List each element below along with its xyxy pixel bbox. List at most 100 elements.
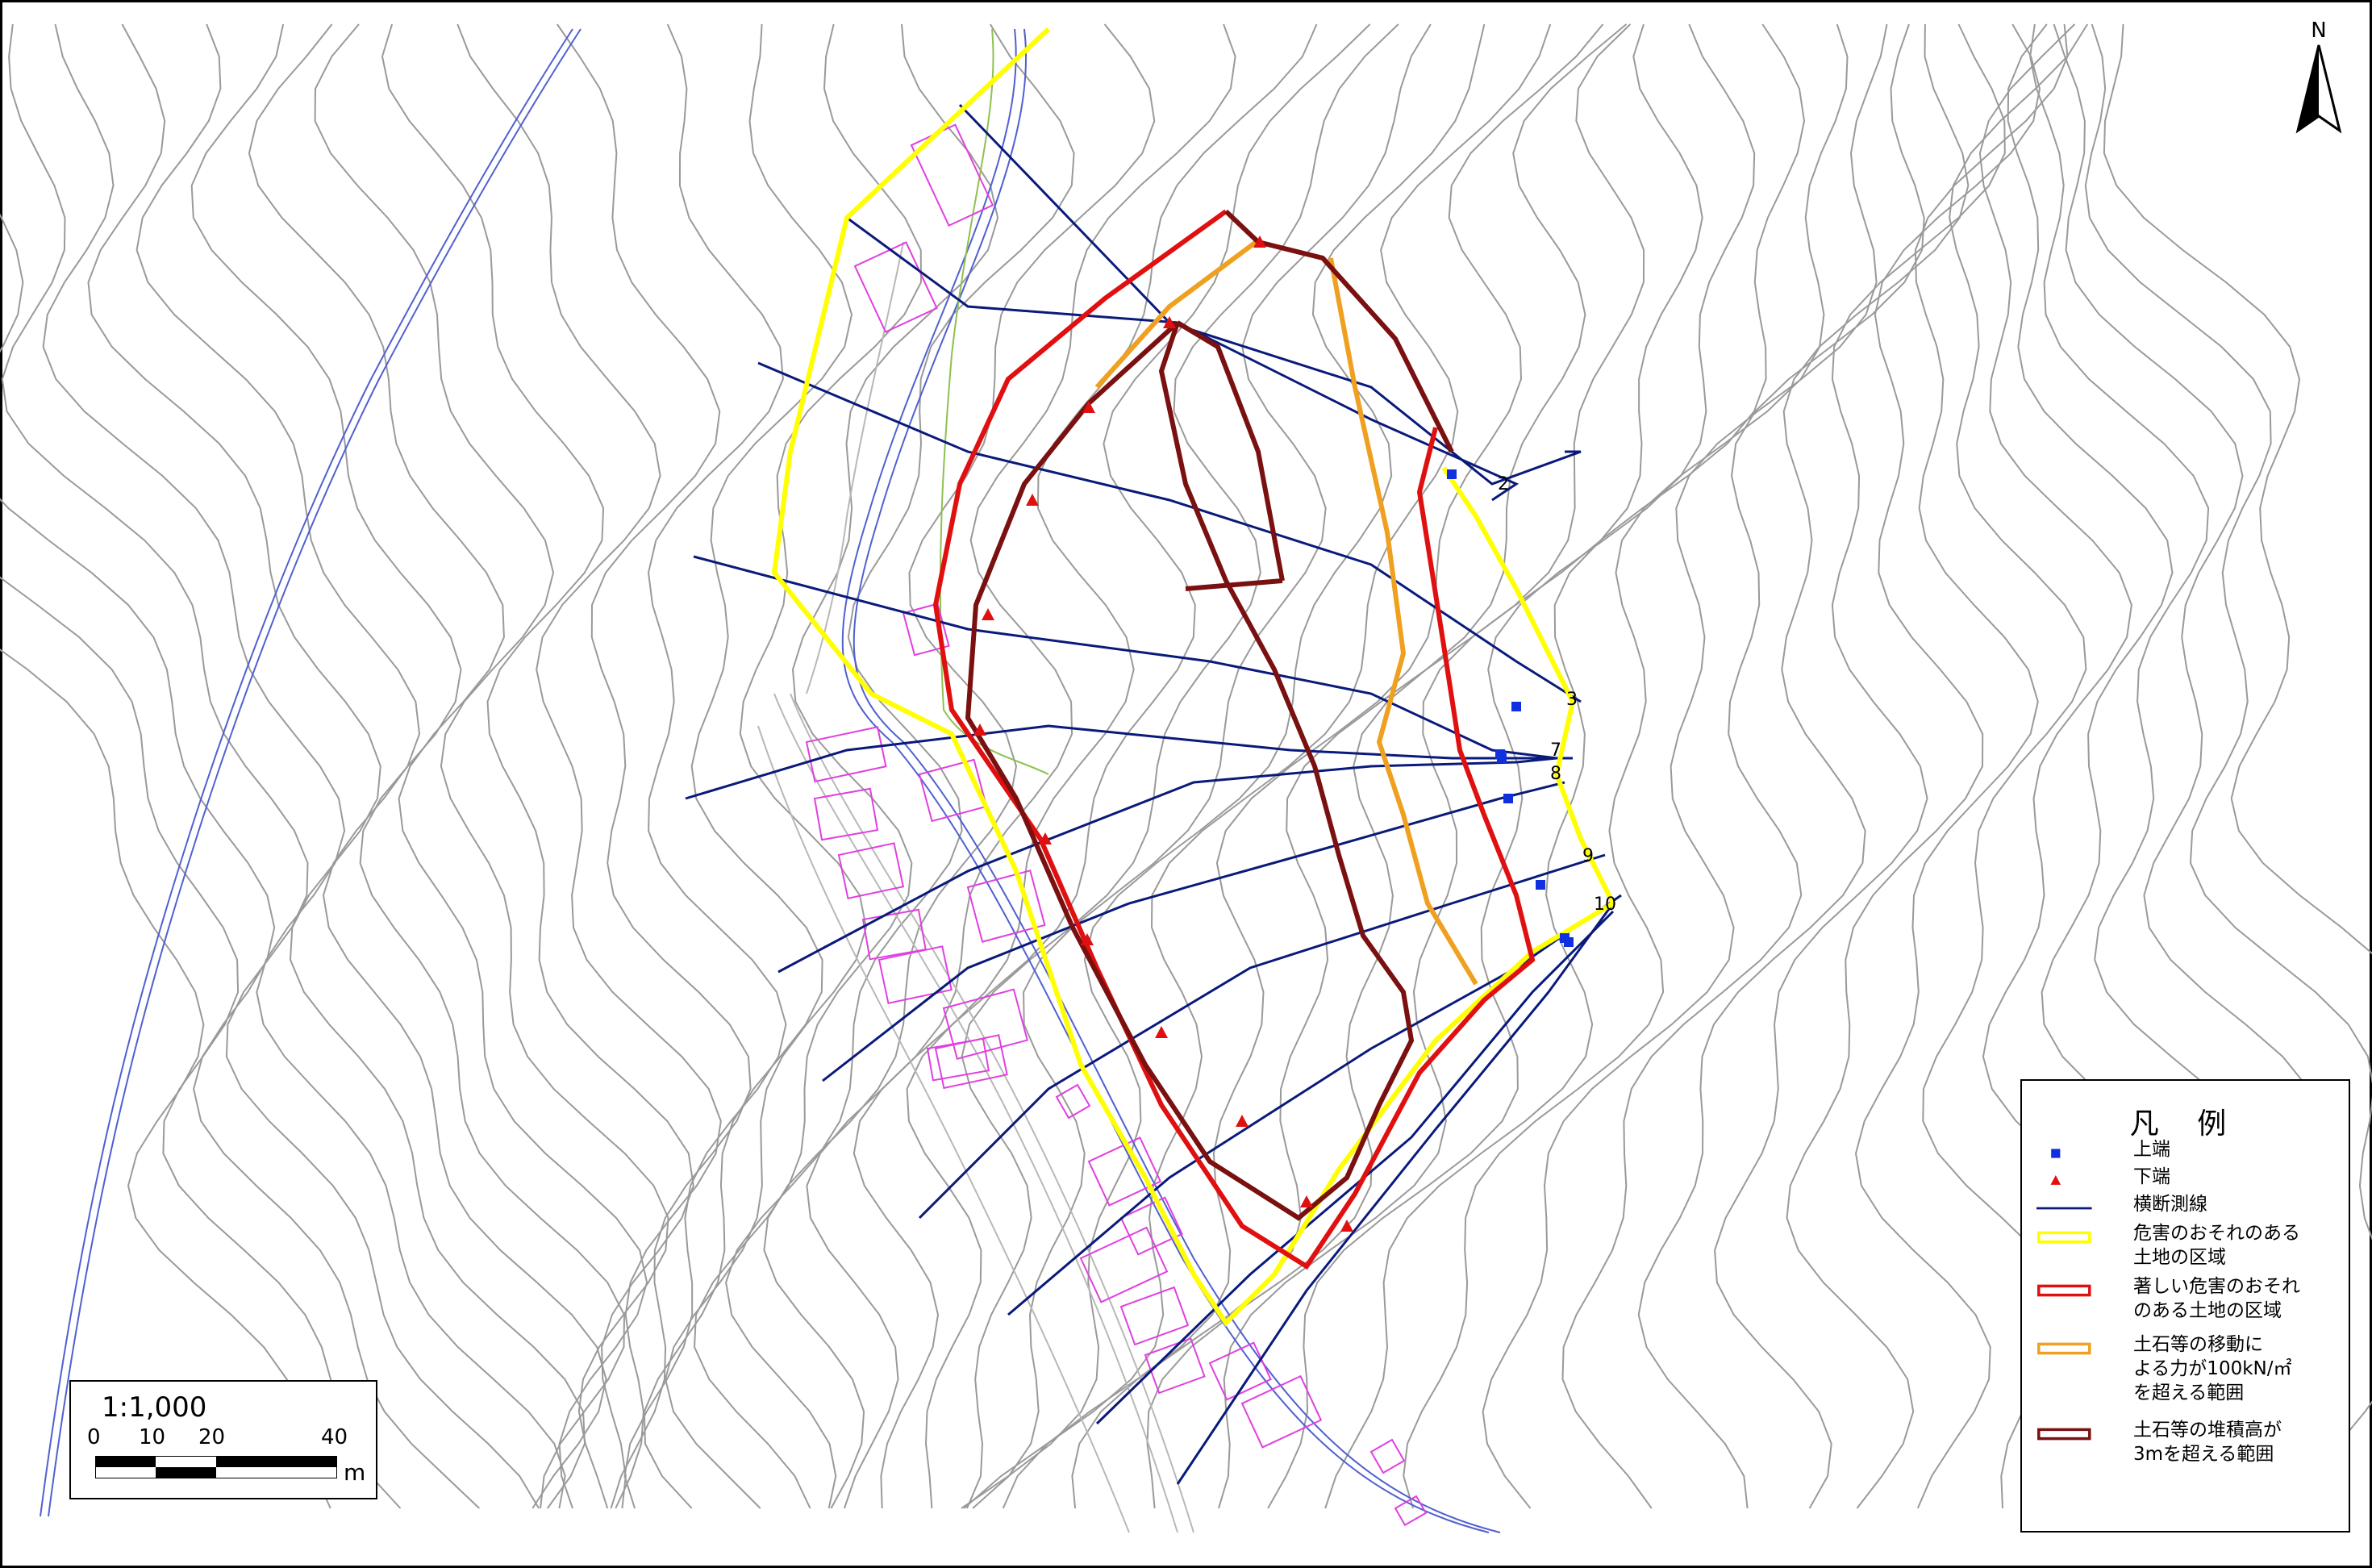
lower-end-marker — [1340, 1220, 1353, 1232]
red-box-symbol — [2037, 1284, 2091, 1297]
building-outline — [1119, 1286, 1190, 1346]
contour-line — [1714, 23, 2006, 1509]
legend: 凡 例 上端 下端 横断測線 危害のおそれのある 土地の区域 著しい危害のおそれ のある… — [2020, 1079, 2350, 1533]
scale-tick: 0 — [87, 1425, 101, 1449]
lower-end-marker — [1155, 1026, 1168, 1038]
section-number-label: 10 — [1594, 895, 1616, 915]
scale-ratio: 1:1,000 — [102, 1391, 207, 1424]
contour-line — [0, 576, 402, 1509]
legend-item-label: 著しい危害のおそれ のある土地の区域 — [2133, 1276, 2300, 1321]
contour-line — [1218, 23, 1703, 1509]
contour-line — [763, 23, 1156, 1509]
contour-line — [1561, 23, 1925, 1509]
section-number-label: 9 — [1582, 846, 1594, 866]
cross-section-line — [685, 724, 1573, 800]
contour-line — [381, 23, 694, 1509]
section-number-label: 3 — [1566, 690, 1578, 710]
maroon-zone — [965, 209, 1454, 1221]
upper-end-marker — [1564, 937, 1574, 947]
contour-line — [853, 23, 1318, 1509]
section-number-label: 2 — [1498, 474, 1509, 494]
lower-end-marker — [1039, 832, 1052, 844]
building-outline — [1394, 1495, 1428, 1527]
contour-line — [1002, 23, 1604, 1509]
lower-end-marker — [1236, 1115, 1249, 1127]
yellow-zone — [771, 27, 1616, 1327]
contour-line — [961, 23, 1399, 1509]
scale-box: 1:1,000 0 10 20 40 m — [69, 1380, 377, 1499]
upper-end-marker — [1497, 753, 1507, 763]
red-zone — [932, 209, 1536, 1270]
red-triangle-symbol — [2050, 1175, 2061, 1185]
north-arrow: N — [2287, 19, 2351, 140]
contour-line — [963, 23, 1552, 1509]
navy-line-symbol — [2036, 1207, 2092, 1210]
building-outline — [942, 988, 1028, 1061]
building-outline — [878, 945, 953, 1004]
roads — [757, 241, 1194, 1533]
building-outline — [837, 842, 905, 899]
blue-square-symbol — [2051, 1149, 2061, 1158]
lower-end-marker — [1026, 494, 1039, 506]
contour-line — [1482, 23, 1888, 1509]
contour-line — [0, 213, 480, 1509]
building-outline — [1240, 1374, 1323, 1449]
building-outline — [1369, 1438, 1406, 1474]
legend-item-label: 危害のおそれのある 土地の区域 — [2133, 1223, 2300, 1268]
orange-zone — [1094, 238, 1478, 986]
legend-item-label: 土石等の堆積高が 3mを超える範囲 — [2133, 1420, 2282, 1465]
contour-line — [1786, 23, 2041, 1509]
contour-line — [135, 23, 607, 1509]
building-outline — [861, 908, 927, 961]
cross-section-line — [846, 216, 1519, 502]
contour-line — [1267, 23, 1756, 1509]
cross-section-line — [777, 757, 1557, 974]
cross-section-line — [918, 853, 1606, 1220]
contour-line — [190, 23, 626, 1509]
contour-line — [725, 23, 1075, 1509]
scale-tick: 10 — [139, 1425, 166, 1449]
cross-section-line — [1095, 910, 1615, 1425]
scale-bar — [95, 1456, 337, 1478]
contour-lines — [0, 23, 2372, 1509]
building-outline — [966, 869, 1046, 943]
contour-line — [556, 23, 752, 1509]
building-outline — [1079, 1226, 1169, 1303]
building-outline — [1208, 1341, 1272, 1401]
contour-line — [0, 648, 331, 1509]
upper-end-marker — [1447, 469, 1457, 479]
building-outline — [853, 241, 938, 333]
cross-section-line — [757, 361, 1582, 703]
building-outline — [1055, 1083, 1091, 1120]
contour-line — [1637, 23, 1970, 1509]
contour-line — [1854, 23, 2069, 1509]
scale-tick: 40 — [321, 1425, 348, 1449]
maroon-box-symbol — [2037, 1428, 2091, 1441]
yellow-box-symbol — [2037, 1231, 2091, 1244]
river — [40, 28, 1501, 1533]
section-number-label: 8 — [1550, 764, 1561, 784]
buildings — [805, 123, 1428, 1527]
building-outline — [902, 603, 950, 657]
contour-line — [1, 23, 540, 1509]
lower-end-marker — [1253, 236, 1266, 248]
building-outline — [918, 758, 988, 823]
scale-tick: 20 — [198, 1425, 226, 1449]
contour-line — [87, 23, 586, 1509]
lower-end-marker — [1163, 316, 1176, 328]
north-label: N — [2311, 19, 2326, 43]
lower-end-marker — [1300, 1195, 1313, 1207]
building-outline — [1087, 1136, 1162, 1207]
legend-item-label: 土石等の移動に よる力が100kN/㎡ を超える範囲 — [2133, 1334, 2292, 1403]
lower-end-marker — [1082, 401, 1095, 413]
building-outline — [926, 1037, 990, 1082]
lower-end-marker — [1081, 933, 1094, 945]
cross-section-line — [1176, 903, 1615, 1485]
contour-line — [623, 23, 787, 1509]
upper-end-marker — [1536, 880, 1545, 890]
upper-end-marker — [1511, 702, 1521, 711]
contour-line — [248, 23, 648, 1509]
contour-line — [972, 23, 1432, 1509]
